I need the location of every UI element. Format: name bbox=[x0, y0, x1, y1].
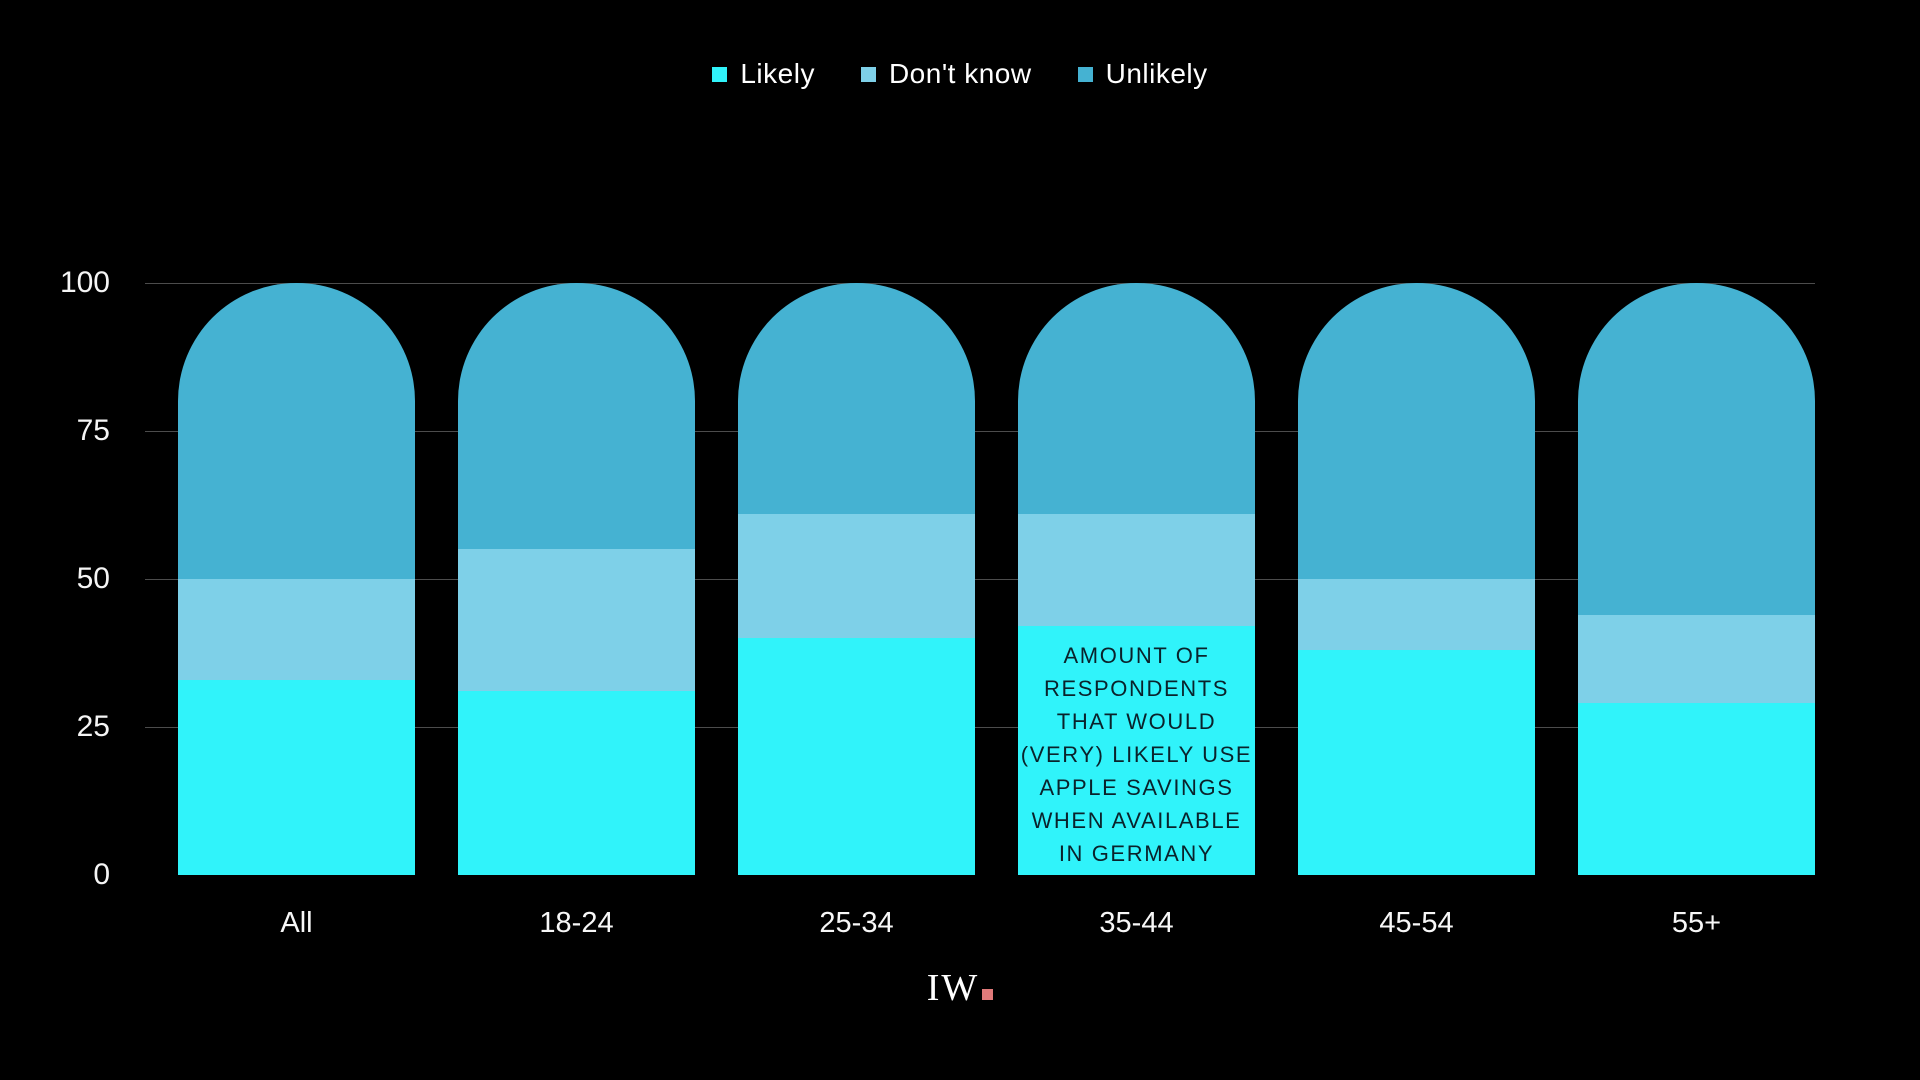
y-tick-75: 75 bbox=[76, 414, 110, 447]
segment-likely[interactable] bbox=[178, 679, 415, 875]
legend-label: Unlikely bbox=[1105, 58, 1208, 89]
bar-55-[interactable] bbox=[1578, 283, 1815, 875]
legend-swatch-icon bbox=[860, 66, 876, 82]
y-tick-50: 50 bbox=[76, 562, 110, 595]
segment-likely[interactable] bbox=[738, 638, 975, 875]
x-tick-25-34: 25-34 bbox=[819, 907, 894, 939]
legend-label: Likely bbox=[740, 58, 815, 89]
bar-18-24[interactable] bbox=[458, 283, 695, 875]
segment-don-t-know[interactable] bbox=[458, 549, 695, 692]
legend-swatch-icon bbox=[712, 66, 728, 82]
segment-likely[interactable] bbox=[1018, 626, 1255, 875]
segment-unlikely[interactable] bbox=[458, 283, 695, 550]
bar-45-54[interactable] bbox=[1298, 283, 1535, 875]
legend-label: Don't know bbox=[888, 58, 1032, 89]
y-tick-25: 25 bbox=[76, 710, 110, 743]
segment-unlikely[interactable] bbox=[1298, 283, 1535, 579]
annotation-text: AMOUNT OF RESPONDENTS THAT WOULD (VERY) … bbox=[1020, 643, 1253, 866]
legend-item-likely: Likely bbox=[712, 58, 815, 90]
legend: Likely Don't know Unlikely bbox=[0, 58, 1920, 90]
segment-don-t-know[interactable] bbox=[738, 513, 975, 639]
logo-dot-icon bbox=[982, 989, 994, 1000]
y-tick-0: 0 bbox=[93, 858, 110, 891]
segment-unlikely[interactable] bbox=[1018, 283, 1255, 514]
logo: IW bbox=[0, 966, 1920, 1010]
segment-unlikely[interactable] bbox=[1578, 283, 1815, 615]
segment-don-t-know[interactable] bbox=[1578, 614, 1815, 704]
segment-don-t-know[interactable] bbox=[1018, 513, 1255, 627]
segment-unlikely[interactable] bbox=[738, 283, 975, 514]
segment-likely[interactable] bbox=[1578, 703, 1815, 875]
bar-25-34[interactable] bbox=[738, 283, 975, 875]
bar-35-44[interactable] bbox=[1018, 283, 1255, 875]
logo-text: IW bbox=[926, 967, 980, 1009]
x-tick-all: All bbox=[280, 907, 313, 939]
segment-don-t-know[interactable] bbox=[178, 579, 415, 680]
segment-likely[interactable] bbox=[1298, 650, 1535, 875]
x-tick-45-54: 45-54 bbox=[1379, 907, 1454, 939]
bar-all[interactable] bbox=[178, 283, 415, 875]
gridline-100 bbox=[145, 283, 1815, 284]
segment-unlikely[interactable] bbox=[178, 283, 415, 579]
segment-don-t-know[interactable] bbox=[1298, 579, 1535, 651]
legend-item-don-t-know: Don't know bbox=[860, 58, 1032, 90]
legend-swatch-icon bbox=[1077, 66, 1093, 82]
x-tick-55-: 55+ bbox=[1671, 907, 1722, 939]
x-tick-35-44: 35-44 bbox=[1099, 907, 1174, 939]
x-tick-18-24: 18-24 bbox=[539, 907, 614, 939]
segment-likely[interactable] bbox=[458, 691, 695, 875]
y-tick-100: 100 bbox=[59, 266, 110, 299]
gridline-50 bbox=[145, 579, 1815, 580]
gridline-75 bbox=[145, 431, 1815, 432]
gridline-25 bbox=[145, 727, 1815, 728]
legend-item-unlikely: Unlikely bbox=[1077, 58, 1208, 90]
